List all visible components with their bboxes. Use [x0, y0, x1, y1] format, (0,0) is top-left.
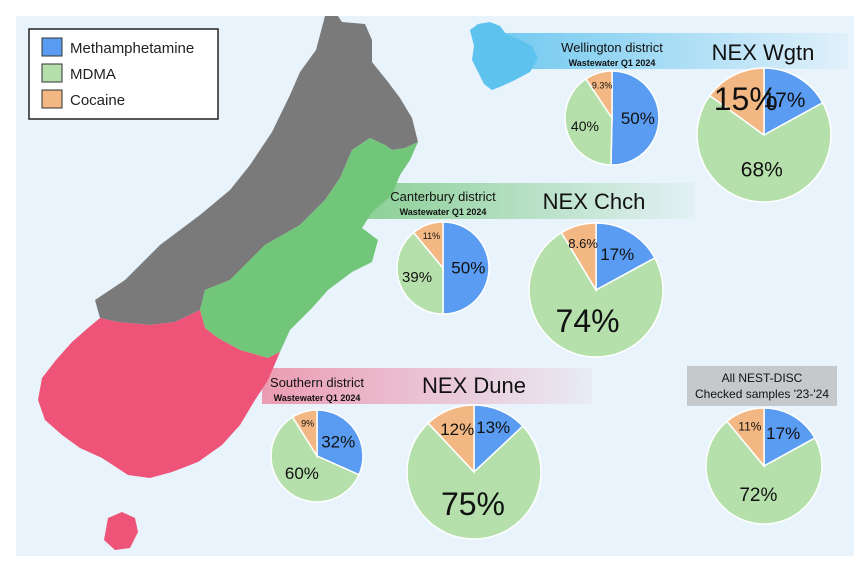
- pie-nex-dune-label-cocaine: 12%: [440, 420, 474, 439]
- pie-nex-dune-slice-mdma: [406, 422, 542, 540]
- pie-nex-chch-slice-mdma: [528, 231, 664, 358]
- pie-nest-disc-slice-cocaine: [725, 407, 765, 469]
- pie-nex-wgtn-label-cocaine: 15%: [714, 81, 778, 117]
- southern-banner: [262, 368, 592, 404]
- pie-southern-district: 32%60% 9%: [270, 409, 364, 503]
- pie-wellington-district-label-methamphetamine: 50%: [621, 109, 655, 128]
- pie-nex-wgtn-slice-mdma: [696, 94, 832, 203]
- pie-wellington-district-label-mdma: 40%: [571, 118, 599, 134]
- pie-nex-dune-label-mdma: 75%: [441, 486, 505, 522]
- pie-nest-disc-slice-mdma: [705, 420, 823, 525]
- canterbury-nex-title: NEX Chch: [543, 189, 646, 214]
- pie-nex-wgtn-slice-cocaine: [708, 67, 765, 137]
- legend: Methamphetamine MDMA Cocaine: [28, 28, 219, 120]
- wellington-subtitle: Wastewater Q1 2024: [569, 58, 656, 68]
- legend-label-methamphetamine: Methamphetamine: [70, 40, 194, 57]
- pie-nest-disc-label-cocaine: 11%: [738, 420, 761, 434]
- legend-swatch-methamphetamine: [41, 37, 63, 57]
- canterbury-banner: [355, 183, 695, 219]
- pie-canterbury-district: 50% 39% 11%: [396, 221, 490, 315]
- pie-canterbury-district-label-cocaine: 11%: [423, 231, 440, 241]
- southern-nex-title: NEX Dune: [422, 373, 526, 398]
- pie-nex-wgtn-label-mdma: 68%: [741, 158, 783, 181]
- pie-southern-district-label-methamphetamine: 32%: [321, 433, 355, 452]
- pie-southern-district-slice-mdma: [270, 415, 360, 503]
- region-gray-land: [95, 16, 418, 325]
- pie-nex-chch-slice-cocaine: [560, 222, 597, 293]
- legend-label-cocaine: Cocaine: [70, 92, 125, 109]
- pie-nest-disc-slice-methamphetamine: [763, 407, 816, 468]
- pie-canterbury-district-slice-methamphetamine: [442, 221, 490, 315]
- pie-southern-district-slice-methamphetamine: [316, 409, 364, 476]
- pie-nex-dune-slice-cocaine: [427, 404, 475, 474]
- pie-nest-disc: 17% 72% 11%: [705, 407, 823, 525]
- pie-canterbury-district-slice-cocaine: [412, 221, 444, 271]
- pie-nex-chch: 17% 74% 8.6%: [528, 222, 664, 358]
- wellington-nex-title: NEX Wgtn: [712, 40, 815, 65]
- canterbury-subtitle: Wastewater Q1 2024: [400, 207, 487, 217]
- legend-label-mdma: MDMA: [70, 66, 116, 83]
- southern-subtitle: Wastewater Q1 2024: [274, 393, 361, 403]
- pie-southern-district-label-mdma: 60%: [285, 464, 319, 483]
- pie-nex-dune: 13% 75% 12%: [406, 404, 542, 540]
- pie-nex-dune-slice-methamphetamine: [473, 404, 524, 474]
- southern-title: Southern district: [270, 375, 364, 390]
- pie-nex-chch-label-mdma: 74%: [556, 303, 620, 339]
- wellington-title: Wellington district: [561, 40, 663, 55]
- stewart-island: [104, 512, 138, 550]
- pie-nex-wgtn-label-methamphetamine: 17%: [763, 89, 805, 112]
- pie-nex-chch-label-methamphetamine: 17%: [600, 245, 634, 264]
- pie-nex-dune-label-methamphetamine: 13%: [476, 418, 510, 437]
- pie-nex-wgtn: 17% 68% 15%: [696, 67, 832, 203]
- pie-canterbury-district-label-methamphetamine: 50%: [451, 259, 485, 278]
- pie-southern-district-slice-cocaine: [291, 409, 318, 459]
- pie-wellington-district-label-cocaine: 9.3%: [592, 81, 613, 91]
- legend-swatch-mdma: [41, 63, 63, 83]
- legend-swatch-cocaine: [41, 89, 63, 109]
- pie-canterbury-district-slice-mdma: [396, 231, 444, 315]
- canterbury-title: Canterbury district: [390, 189, 496, 204]
- pie-wellington-district-slice-cocaine: [584, 70, 613, 121]
- pie-wellington-district: 50% 40% 9.3%: [564, 70, 660, 166]
- nest-banner: [687, 366, 837, 406]
- pie-charts: 50% 40% 9.3% 17% 68% 15% 50% 39% 11% 17% 74% 8.6% 32…: [270, 67, 832, 540]
- pie-nex-wgtn-slice-methamphetamine: [763, 67, 824, 137]
- pie-nest-disc-label-methamphetamine: 17%: [766, 424, 800, 443]
- wellington-banner: [500, 33, 848, 69]
- nest-title-line1: All NEST-DISC: [722, 371, 803, 385]
- nest-title-line2: Checked samples '23-'24: [695, 387, 829, 401]
- pie-nest-disc-label-mdma: 72%: [739, 485, 777, 506]
- region-southern-land: [38, 310, 280, 478]
- pie-southern-district-label-cocaine: 9%: [301, 418, 314, 428]
- pie-wellington-district-slice-methamphetamine: [610, 70, 660, 166]
- pie-nex-chch-slice-methamphetamine: [595, 222, 656, 292]
- pie-nex-chch-label-cocaine: 8.6%: [568, 236, 598, 251]
- pie-canterbury-district-label-mdma: 39%: [402, 269, 432, 286]
